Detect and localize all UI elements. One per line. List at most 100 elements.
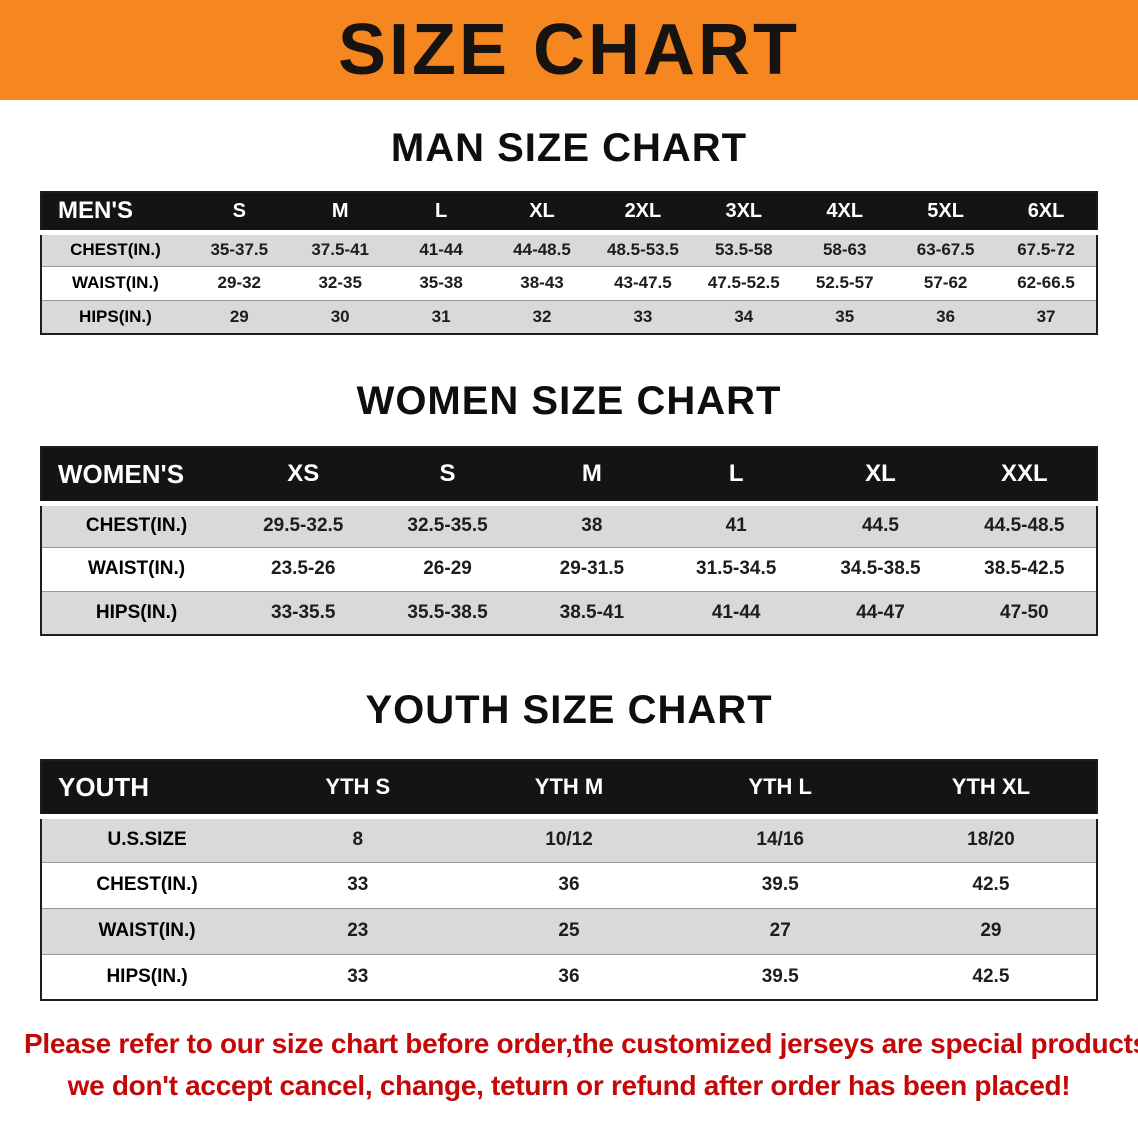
size-value: 38-43 xyxy=(520,273,564,292)
mens-table-header: MEN'S S M L XL 2XL 3XL 4XL 5XL 6XL xyxy=(41,192,1097,232)
size-value: 38.5-41 xyxy=(559,601,625,623)
size-value: 23 xyxy=(347,920,369,941)
size-value: 33 xyxy=(633,306,653,326)
row-label: WAIST(IN.) xyxy=(98,920,196,941)
size-column-header: XL xyxy=(529,199,555,222)
size-value: 29.5-32.5 xyxy=(263,515,344,536)
measurement-row: WAIST(IN.) 29-32 32-35 35-38 38-43 43-47.5 47.… xyxy=(41,266,1097,300)
size-value: 42.5 xyxy=(972,874,1010,895)
size-value: 36 xyxy=(558,965,580,987)
size-value: 29-31.5 xyxy=(559,558,625,579)
size-column-header: XS xyxy=(287,460,320,488)
mens-size-table: MEN'S S M L XL 2XL 3XL 4XL 5XL 6XL CHEST(IN.) 35-3… xyxy=(40,191,1098,335)
measurement-row: CHEST(IN.) 33 36 39.5 42.5 xyxy=(41,862,1097,908)
size-value: 42.5 xyxy=(972,965,1010,987)
size-column-header: 5XL xyxy=(927,199,964,222)
section-heading-youth: YOUTH SIZE CHART xyxy=(365,688,773,732)
size-value: 44.5 xyxy=(861,515,899,536)
table-title-cell: WOMEN'S xyxy=(58,458,185,489)
size-value: 18/20 xyxy=(967,829,1015,850)
size-value: 10/12 xyxy=(545,829,593,850)
size-value: 34.5-38.5 xyxy=(840,558,921,579)
size-column-header: YTH S xyxy=(325,774,391,800)
disclaimer: Please refer to our size chart before or… xyxy=(0,1023,1138,1107)
size-value: 39.5 xyxy=(761,965,799,987)
size-value: 44-48.5 xyxy=(513,240,571,259)
size-value: 35-37.5 xyxy=(210,240,269,259)
size-value: 63-67.5 xyxy=(916,240,975,259)
size-value: 31.5-34.5 xyxy=(696,558,777,579)
section-heading-women: WOMEN SIZE CHART xyxy=(356,379,782,423)
measurement-row: CHEST(IN.) 35-37.5 37.5-41 41-44 44-48.5 48.5… xyxy=(41,232,1097,266)
size-value: 26-29 xyxy=(423,558,472,579)
row-label: CHEST(IN.) xyxy=(96,874,198,895)
size-column-header: YTH M xyxy=(534,774,604,800)
man-size-chart-section: MAN SIZE CHART MEN'S S M L XL 2XL 3XL 4XL 5XL 6XL… xyxy=(0,126,1138,335)
size-value: 67.5-72 xyxy=(1017,240,1075,259)
womens-table-body: CHEST(IN.) 29.5-32.5 32.5-35.5 38 41 44.5 44.5… xyxy=(41,503,1097,635)
size-column-header: YTH XL xyxy=(951,774,1031,800)
header-row: WOMEN'S XS S M L XL XXL xyxy=(41,447,1097,503)
size-value: 52.5-57 xyxy=(815,273,874,292)
size-value: 33-35.5 xyxy=(271,601,336,623)
row-label: HIPS(IN.) xyxy=(95,601,178,623)
size-value: 62-66.5 xyxy=(1017,273,1075,292)
size-value: 48.5-53.5 xyxy=(606,240,679,259)
size-value: 32-35 xyxy=(318,273,362,292)
row-label: WAIST(IN.) xyxy=(87,558,186,579)
size-value: 58-63 xyxy=(822,240,867,259)
size-value: 44.5-48.5 xyxy=(984,515,1065,536)
row-label: WAIST(IN.) xyxy=(71,273,159,292)
size-column-header: L xyxy=(728,460,744,488)
section-heading-men: MAN SIZE CHART xyxy=(390,126,748,170)
size-value: 14/16 xyxy=(756,829,804,850)
size-column-header: M xyxy=(581,460,602,488)
size-column-header: XL xyxy=(865,460,896,488)
size-value: 30 xyxy=(330,306,350,326)
size-column-header: 4XL xyxy=(826,199,864,222)
size-value: 31 xyxy=(431,306,451,326)
size-column-header: L xyxy=(434,199,448,222)
womens-table-header: WOMEN'S XS S M L XL XXL xyxy=(41,447,1097,503)
page-title: SIZE CHART xyxy=(338,10,800,90)
size-value: 33 xyxy=(347,874,369,895)
row-label: HIPS(IN.) xyxy=(106,965,188,987)
header-row: YOUTH YTH S YTH M YTH L YTH XL xyxy=(41,760,1097,816)
size-value: 47.5-52.5 xyxy=(707,273,780,292)
size-value: 37 xyxy=(1036,306,1056,326)
measurement-row: CHEST(IN.) 29.5-32.5 32.5-35.5 38 41 44.5 44.5… xyxy=(41,503,1097,547)
size-value: 32.5-35.5 xyxy=(407,515,488,536)
size-value: 53.5-58 xyxy=(714,240,773,259)
size-value: 29 xyxy=(980,920,1002,941)
size-column-header: 3XL xyxy=(725,199,763,222)
womens-size-table: WOMEN'S XS S M L XL XXL CHEST(IN.) 29.5-32.5 32.… xyxy=(40,446,1098,636)
youth-table-body: U.S.SIZE 8 10/12 14/16 18/20 CHEST(IN.) 33 36 39… xyxy=(41,816,1097,1000)
size-value: 35-38 xyxy=(419,273,463,292)
measurement-row: WAIST(IN.) 23 25 27 29 xyxy=(41,908,1097,954)
row-label: U.S.SIZE xyxy=(107,829,187,850)
measurement-row: HIPS(IN.) 33 36 39.5 42.5 xyxy=(41,954,1097,1000)
disclaimer-line: we don't accept cancel, change, teturn o… xyxy=(67,1070,1071,1101)
size-column-header: XXL xyxy=(1000,460,1048,488)
row-label: CHEST(IN.) xyxy=(85,515,188,536)
size-value: 38.5-42.5 xyxy=(984,558,1065,579)
header-row: MEN'S S M L XL 2XL 3XL 4XL 5XL 6XL xyxy=(41,192,1097,232)
youth-size-table: YOUTH YTH S YTH M YTH L YTH XL U.S.SIZE 8 10/1… xyxy=(40,759,1098,1001)
size-column-header: 6XL xyxy=(1027,199,1065,222)
size-value: 57-62 xyxy=(923,273,968,292)
size-value: 29 xyxy=(229,306,249,326)
size-value: 35 xyxy=(835,306,855,326)
size-column-header: YTH L xyxy=(748,774,812,800)
size-value: 41 xyxy=(725,515,747,536)
size-value: 41-44 xyxy=(711,601,761,623)
size-value: 44-47 xyxy=(856,601,905,623)
size-value: 8 xyxy=(352,829,364,850)
size-value: 43-47.5 xyxy=(614,273,672,292)
table-title-cell: YOUTH xyxy=(58,771,149,802)
size-value: 36 xyxy=(936,306,956,326)
size-value: 33 xyxy=(347,965,369,987)
size-column-header: 2XL xyxy=(624,199,662,222)
size-value: 34 xyxy=(734,306,754,326)
women-size-chart-section: WOMEN SIZE CHART WOMEN'S XS S M L XL XXL CHEST… xyxy=(0,379,1138,636)
row-label: HIPS(IN.) xyxy=(79,306,152,326)
